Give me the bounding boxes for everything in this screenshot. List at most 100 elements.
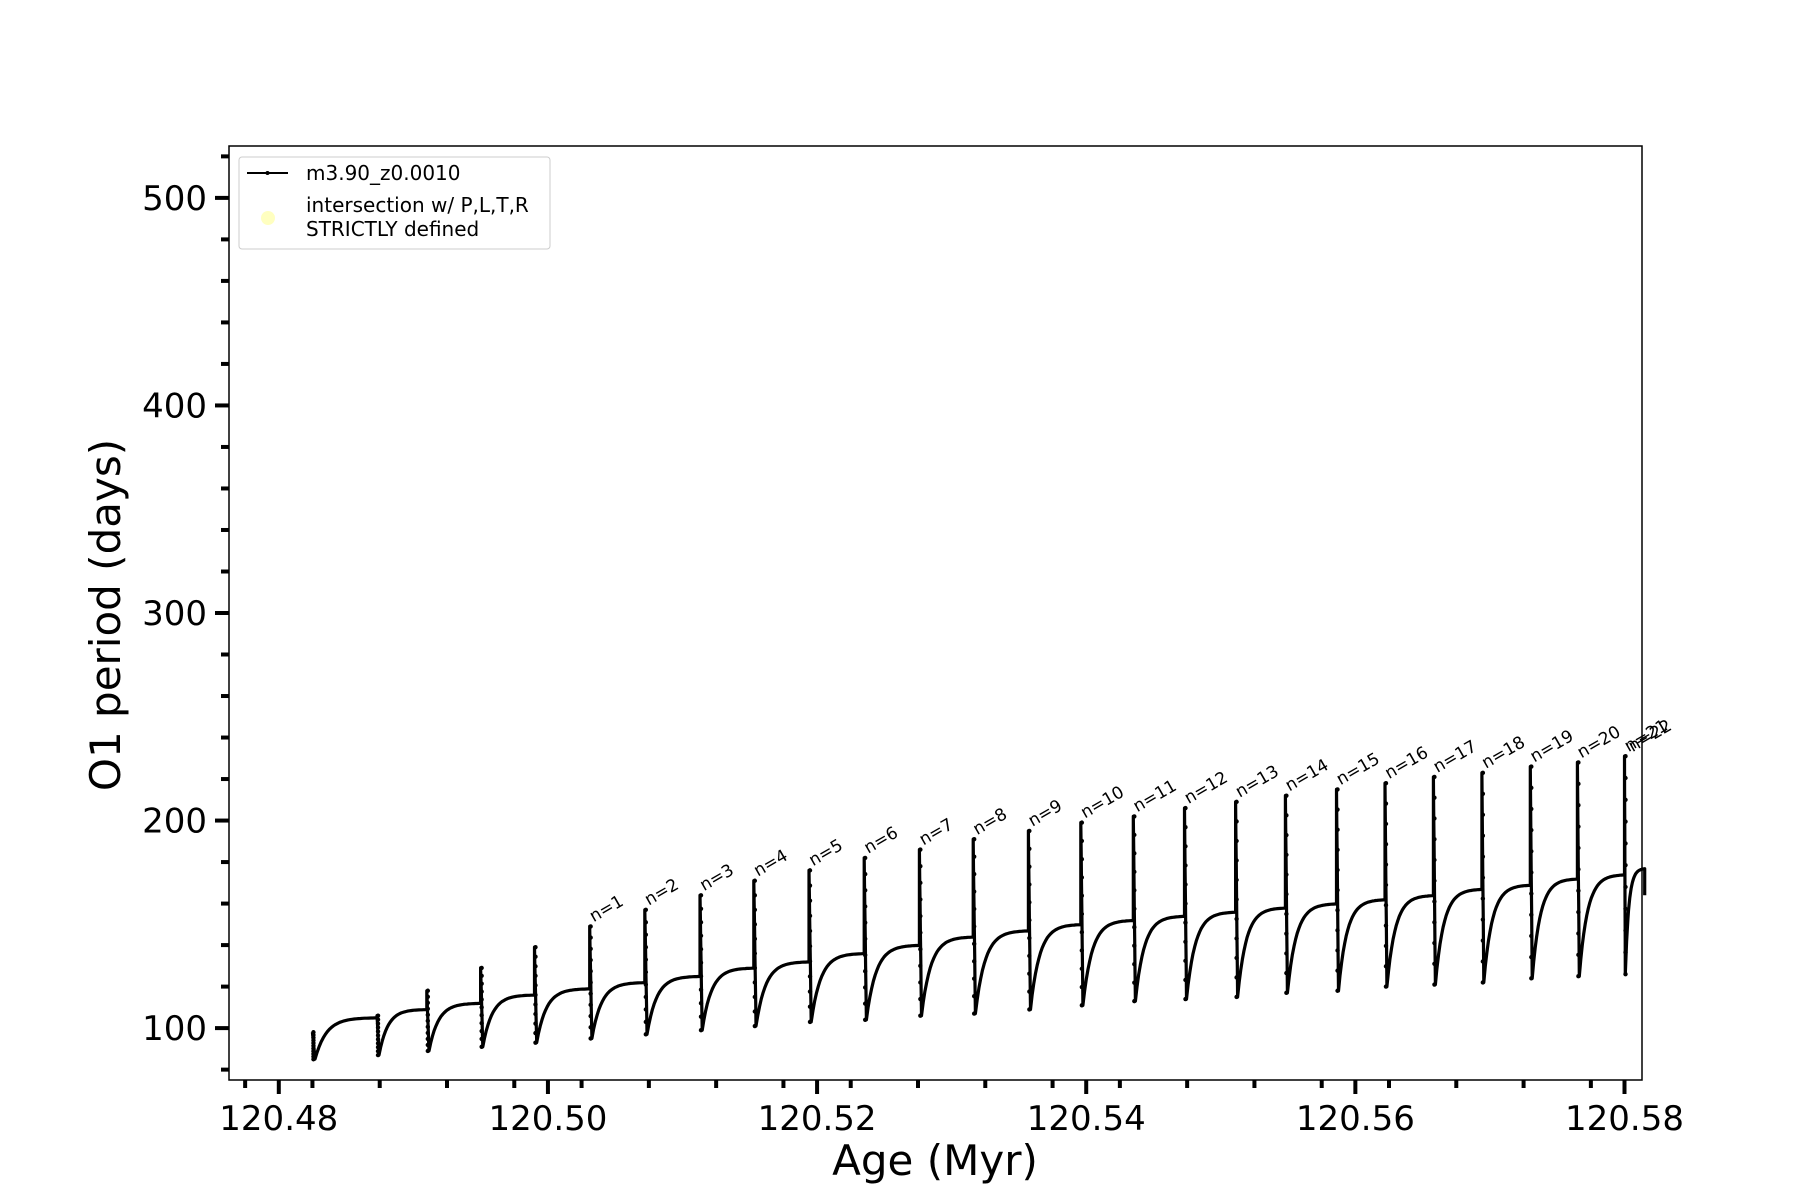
series-point <box>1480 938 1486 943</box>
series-point <box>1480 854 1486 859</box>
series-point <box>1183 901 1188 906</box>
series-point <box>425 1006 431 1012</box>
legend-box <box>238 156 551 250</box>
series-point <box>425 1018 431 1024</box>
series-point <box>752 994 758 1000</box>
series-point <box>862 985 868 990</box>
series-point <box>698 920 704 925</box>
series-point <box>1383 943 1389 949</box>
series-point <box>971 993 977 999</box>
series-point <box>1027 917 1032 923</box>
series-point <box>1432 878 1437 883</box>
series-point <box>1623 971 1628 977</box>
series-point <box>643 932 649 937</box>
series-point <box>1432 899 1437 904</box>
y-tick-label: 500 <box>142 179 207 219</box>
series-point <box>479 1005 484 1010</box>
series-point <box>533 1011 538 1017</box>
series-point <box>1432 795 1437 800</box>
series-point <box>971 941 977 947</box>
series-point <box>1132 888 1137 893</box>
series-point <box>533 1040 538 1045</box>
series-point <box>918 880 923 886</box>
series-point <box>1284 852 1289 858</box>
series-point <box>1432 816 1437 821</box>
series-point <box>375 1048 381 1054</box>
series-point <box>1079 911 1085 917</box>
series-point <box>1576 931 1581 936</box>
series-point <box>971 1011 977 1016</box>
series-point <box>1529 764 1534 769</box>
series-point <box>1480 917 1486 922</box>
series-point <box>1234 955 1239 961</box>
series-point <box>1623 862 1628 868</box>
series-point <box>1529 933 1534 939</box>
series-point <box>1576 760 1581 765</box>
series-point <box>1432 774 1437 780</box>
y-tick-label: 300 <box>142 594 207 634</box>
series-point <box>1027 935 1032 941</box>
series-point <box>533 983 538 988</box>
series-point <box>1335 948 1340 953</box>
series-point <box>1383 801 1389 806</box>
series-point <box>1284 951 1289 956</box>
series-point <box>533 954 538 959</box>
series-point <box>643 982 649 987</box>
series-point <box>1383 780 1389 786</box>
series-point <box>1234 936 1239 941</box>
series-point <box>807 959 813 964</box>
series-point <box>862 920 868 925</box>
series-point <box>375 1013 381 1018</box>
series-point <box>752 878 758 883</box>
series-point <box>1234 975 1239 980</box>
series-point <box>1132 906 1137 911</box>
series-point <box>1529 976 1534 981</box>
series-point <box>918 897 923 902</box>
series-point <box>533 944 538 950</box>
series-point <box>375 1021 381 1026</box>
series-point <box>752 980 758 985</box>
series-point <box>752 936 758 942</box>
series-point <box>918 847 923 852</box>
series-point <box>375 1017 381 1022</box>
series-point <box>479 981 484 986</box>
series-point <box>862 936 868 942</box>
series-point <box>698 987 704 992</box>
y-tick-label: 100 <box>142 1009 207 1049</box>
series-point <box>479 1013 484 1018</box>
series-point <box>425 1012 431 1018</box>
series-point <box>1079 1003 1085 1008</box>
series-point <box>1132 961 1137 967</box>
series-point <box>311 1057 316 1062</box>
series-point <box>533 973 538 979</box>
series-point <box>1079 948 1085 953</box>
series-point <box>533 964 538 969</box>
series-point <box>425 1048 431 1054</box>
series-point <box>1183 882 1188 887</box>
series-point <box>375 1033 381 1038</box>
series-point <box>1027 882 1032 887</box>
series-point <box>1284 911 1289 917</box>
series-point <box>1284 970 1289 976</box>
series-point <box>918 963 923 969</box>
plot-layer <box>310 754 1647 1062</box>
series-point <box>479 1036 484 1042</box>
series-point <box>1027 1007 1032 1012</box>
legend-label-intersection-line2: STRICTLY defined <box>306 217 479 241</box>
series-point <box>1079 966 1085 971</box>
series-point <box>1284 813 1289 818</box>
series-point <box>533 1030 538 1036</box>
series-point <box>588 935 593 940</box>
series-point <box>1335 928 1340 933</box>
series-point <box>1132 980 1137 985</box>
series-point <box>1132 998 1137 1004</box>
series-point <box>479 989 484 994</box>
series-point <box>698 1014 704 1019</box>
series-point <box>643 957 649 962</box>
series-point <box>1132 814 1137 819</box>
series-point <box>862 1017 868 1023</box>
series-point <box>1623 906 1628 911</box>
series-point <box>1623 775 1628 781</box>
x-tick-label: 120.50 <box>488 1099 607 1139</box>
series-point <box>1079 875 1085 880</box>
